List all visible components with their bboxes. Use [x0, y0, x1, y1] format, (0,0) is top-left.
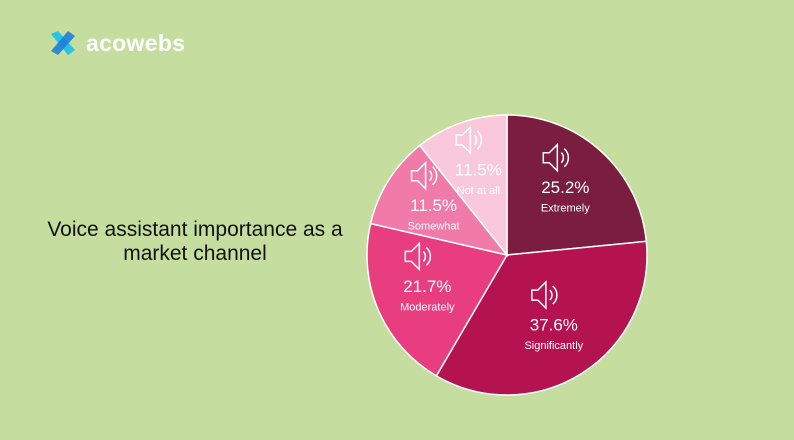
pie-slice	[435, 240, 648, 396]
speaker-icon	[455, 125, 483, 155]
speaker-body	[531, 280, 547, 310]
category-label: Not at all	[457, 185, 500, 197]
chart-title: Voice assistant importance as a market c…	[47, 218, 343, 265]
value-label: 37.6%	[530, 316, 578, 335]
category-label: Moderately	[400, 301, 455, 313]
speaker-icon	[410, 160, 438, 191]
speaker-icon	[542, 142, 570, 173]
value-label: 11.5%	[455, 161, 502, 180]
speaker-body	[542, 142, 559, 173]
speaker-wave	[549, 285, 558, 305]
category-label: Extremely	[541, 203, 590, 215]
pie-slice	[369, 144, 509, 257]
speaker-icon	[531, 280, 558, 310]
speaker-wave	[422, 246, 432, 266]
pie-slice	[418, 114, 508, 258]
speaker-wave	[560, 148, 570, 168]
speaker-body	[404, 241, 421, 272]
speaker-body	[455, 125, 472, 155]
speaker-icon	[404, 241, 432, 272]
value-label: 25.2%	[541, 178, 589, 197]
value-label: 21.7%	[403, 277, 451, 296]
speaker-wave	[473, 130, 483, 150]
speaker-wave	[428, 166, 438, 186]
category-label: Significantly	[524, 340, 583, 352]
pie-slice	[366, 222, 509, 377]
speaker-body	[410, 160, 427, 191]
brand-logo: acowebs	[48, 28, 185, 58]
category-label: Somewhat	[408, 221, 460, 233]
value-label: 11.5%	[410, 196, 457, 215]
pie-slice	[506, 114, 648, 256]
brand-icon	[51, 31, 75, 55]
brand-name: acowebs	[86, 29, 186, 56]
